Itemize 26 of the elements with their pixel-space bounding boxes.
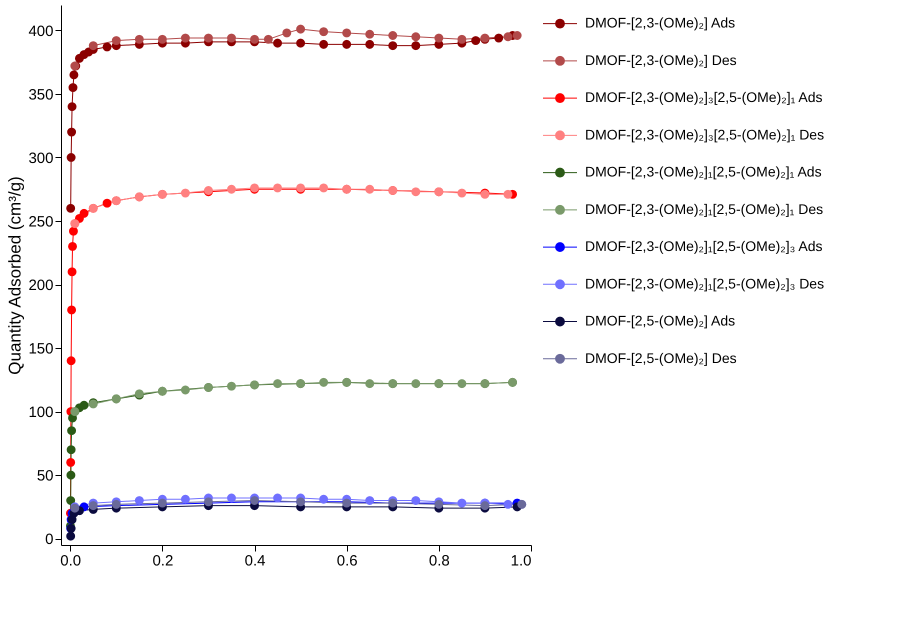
y-tick-label: 200 — [28, 277, 54, 294]
legend-label: DMOF-[2,3-(OMe)₂]₁[2,5-(OMe)₂]₁ Des — [585, 200, 824, 217]
x-tick-label: 0.0 — [60, 552, 82, 570]
y-tick-label: 250 — [28, 214, 54, 230]
x-tick-label: 0.4 — [244, 552, 266, 570]
y-axis-title: Quantity Adsorbed (cm³/g) — [5, 176, 24, 375]
legend-label: DMOF-[2,3-(OMe)₂] Ads — [585, 14, 736, 31]
legend-label: DMOF-[2,5-(OMe)₂] Des — [585, 350, 737, 366]
y-tick-label: 300 — [28, 150, 54, 167]
legend-label: DMOF-[2,3-(OMe)₂]₁[2,5-(OMe)₂]₃ Des — [585, 275, 824, 292]
legend-label: DMOF-[2,3-(OMe)₂]₁[2,5-(OMe)₂]₃ Ads — [585, 238, 823, 254]
y-tick-label: 100 — [28, 404, 54, 422]
x-tick-label: 0.6 — [336, 552, 358, 570]
legend-label: DMOF-[2,3-(OMe)₂]₃[2,5-(OMe)₂]₁ Ads — [585, 89, 823, 106]
x-tick-label: 0.2 — [152, 552, 174, 570]
y-tick-label: 50 — [36, 468, 54, 485]
y-tick-label: 350 — [28, 86, 54, 104]
y-tick-label: 0 — [45, 531, 54, 548]
x-tick-label: 0.8 — [428, 552, 450, 570]
legend-label: DMOF-[2,3-(OMe)₂] Des — [585, 52, 737, 68]
legend-label: DMOF-[2,3-(OMe)₂]₁[2,5-(OMe)₂]₁ Ads — [585, 164, 822, 180]
y-tick-label: 400 — [28, 22, 54, 40]
x-tick-label: 1.0 — [510, 552, 532, 570]
legend-label: DMOF-[2,3-(OMe)₂]₃[2,5-(OMe)₂]₁ Des — [585, 126, 824, 142]
legend-label: DMOF-[2,5-(OMe)₂] Ads — [585, 312, 736, 329]
y-tick-label: 150 — [28, 340, 54, 358]
